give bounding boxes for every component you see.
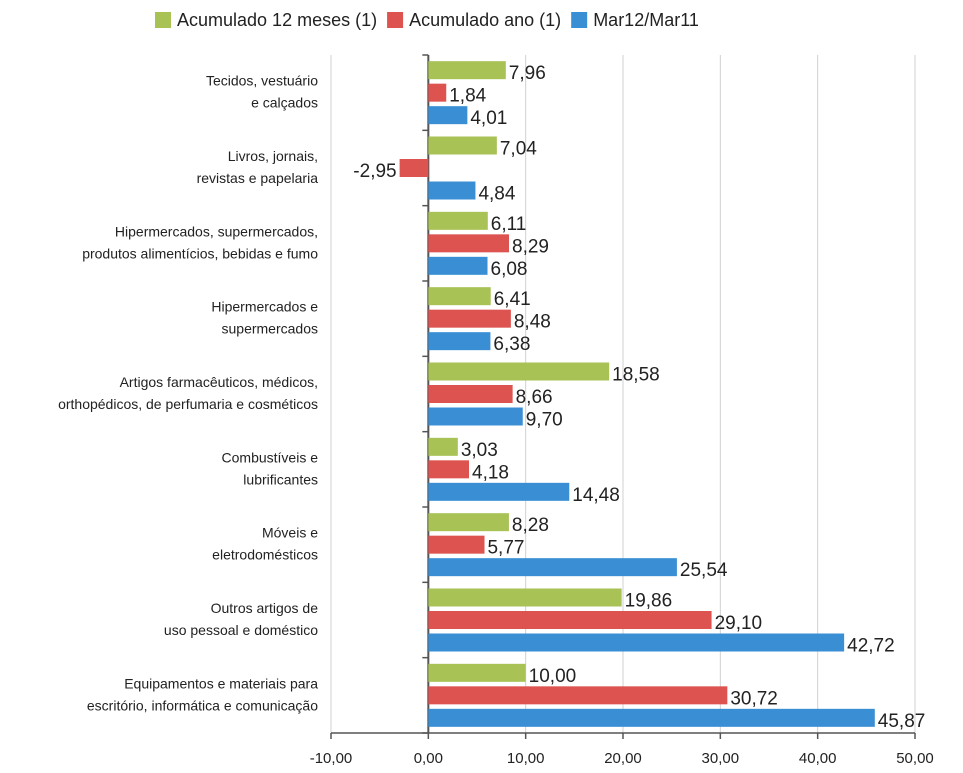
value-label: 8,28 [512, 515, 549, 536]
category-label: Combustíveis e lubrificantes [222, 449, 319, 487]
bar [428, 234, 510, 253]
bar [428, 482, 570, 501]
bar [428, 686, 728, 705]
value-label: -2,95 [353, 161, 396, 182]
bar [428, 287, 491, 306]
value-label: 7,04 [500, 139, 537, 160]
bar [428, 708, 875, 727]
x-tick-label: 40,00 [799, 750, 837, 767]
x-tick-label: 0,00 [414, 750, 443, 767]
bar [428, 611, 712, 629]
bar [428, 663, 526, 682]
category-label: Livros, jornais, revistas e papelaria [197, 148, 319, 186]
legend-swatch [155, 12, 171, 28]
bar [428, 558, 677, 577]
x-tick-label: 20,00 [604, 750, 642, 767]
category-label: Hipermercados, supermercados, produtos al… [82, 223, 318, 261]
value-label: 1,84 [449, 86, 486, 107]
legend-label: Acumulado ano (1) [409, 10, 561, 30]
category-label: Móveis e eletrodomésticos [212, 524, 318, 562]
bar [428, 513, 509, 532]
value-label: 45,87 [878, 711, 926, 732]
legend-label: Acumulado 12 meses (1) [177, 10, 377, 30]
category-label: Tecidos, vestuário e calçados [206, 72, 318, 110]
bar [428, 362, 610, 381]
bar [428, 633, 845, 652]
x-tick-label: 10,00 [507, 750, 545, 767]
value-label: 30,72 [730, 688, 778, 709]
bar [428, 588, 622, 607]
category-label: Equipamentos e materiais para escritório,… [87, 675, 318, 713]
x-tick-label: 30,00 [702, 750, 740, 767]
value-label: 18,58 [612, 365, 660, 386]
value-label: 4,01 [470, 108, 507, 129]
category-label: Hipermercados e supermercados [211, 298, 318, 336]
bar [428, 437, 458, 456]
value-label: 8,48 [514, 312, 551, 333]
bar [428, 309, 511, 328]
legend-swatch [571, 12, 588, 28]
value-label: 5,77 [487, 538, 524, 559]
x-tick-label: -10,00 [310, 750, 353, 767]
value-label: 3,03 [461, 440, 498, 461]
value-label: 29,10 [715, 613, 763, 634]
value-label: 9,70 [526, 410, 563, 431]
value-label: 6,08 [491, 259, 528, 280]
bar [428, 332, 491, 351]
value-label: 7,96 [509, 63, 546, 84]
bar [428, 535, 485, 554]
bar [428, 407, 523, 426]
legend-label: Mar12/Mar11 [593, 10, 699, 30]
category-label: Artigos farmacêuticos, médicos, orthopédi… [58, 374, 318, 412]
value-label: 19,86 [625, 591, 673, 612]
value-label: 10,00 [529, 666, 577, 687]
category-label: Outros artigos de uso pessoal e doméstico [164, 600, 318, 638]
value-label: 8,66 [516, 387, 553, 408]
x-tick-label: 50,00 [896, 750, 934, 767]
bar [428, 181, 476, 200]
bar [399, 159, 429, 177]
value-label: 25,54 [680, 560, 728, 581]
bar [428, 106, 468, 125]
bar [428, 385, 513, 403]
value-label: 6,11 [491, 214, 527, 235]
bar [428, 136, 497, 155]
value-label: 14,48 [572, 485, 620, 506]
bar [428, 211, 488, 230]
legend-swatch [387, 12, 404, 28]
value-label: 42,72 [847, 636, 895, 657]
bar [428, 460, 470, 479]
value-label: 4,84 [478, 184, 515, 205]
bar [428, 256, 488, 275]
value-label: 6,38 [493, 334, 530, 355]
value-label: 8,29 [512, 236, 549, 257]
value-label: 6,41 [494, 289, 531, 310]
bar [428, 83, 447, 102]
value-label: 4,18 [472, 462, 509, 483]
bar [428, 61, 506, 80]
